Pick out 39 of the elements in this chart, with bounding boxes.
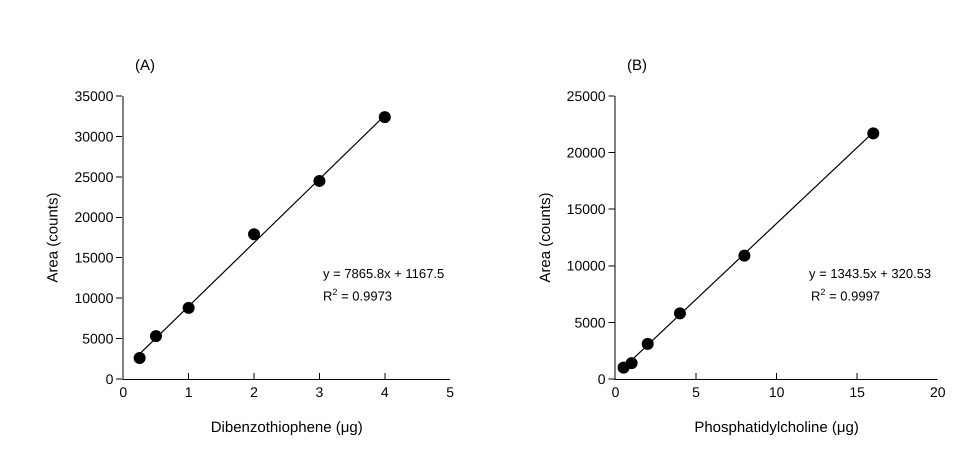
y-tick-label: 20000 (74, 209, 114, 226)
x-tick-label: 0 (612, 384, 620, 400)
y-tick-label: 25000 (74, 168, 114, 185)
point (248, 228, 260, 240)
x-tick-label: 2 (250, 384, 258, 400)
y-tick-label: 20000 (566, 144, 606, 161)
y-tick-label: 0 (106, 370, 114, 387)
x-tick-label: 1 (184, 384, 193, 400)
point (867, 127, 880, 140)
annotation: R$^{2}$ = 0.9997 (811, 287, 880, 304)
y-tick-label: 0 (598, 370, 606, 387)
annotation: y = 1343.5x + 320.53 (809, 266, 932, 281)
x-tick-label: 4 (380, 384, 389, 400)
y-tick-label: 5000 (82, 330, 114, 346)
y-tick-label: 25000 (566, 88, 606, 104)
annotation: R$^{2}$ = 0.9973 (323, 287, 392, 304)
point (134, 352, 146, 364)
y-tick-label: 35000 (74, 88, 114, 104)
chart-title: (B) (627, 57, 647, 74)
x-tick-label: 5 (446, 384, 454, 400)
y-tick-label: 30000 (74, 128, 114, 144)
y-tick-label: 15000 (566, 201, 606, 218)
y-axis-title: Area (counts) (44, 192, 62, 283)
point (378, 111, 391, 124)
chart-title: (A) (135, 57, 155, 74)
y-tick-label: 10000 (566, 258, 606, 274)
x-axis-title: Dibenzothiophene (μg) (210, 418, 363, 436)
x-tick-label: 15 (849, 384, 866, 400)
x-tick-label: 5 (692, 384, 700, 400)
x-tick-label: 10 (768, 384, 785, 400)
x-tick-label: 0 (119, 384, 128, 400)
annotation: y = 7865.8x + 1167.5 (323, 266, 444, 281)
y-tick-label: 10000 (74, 290, 114, 306)
x-axis-title: Phosphatidylcholine (μg) (694, 418, 859, 436)
y-axis-title: Area (counts) (536, 192, 554, 283)
y-tick-label: 5000 (574, 314, 606, 330)
x-tick-label: 20 (930, 384, 946, 400)
x-tick-label: 3 (316, 384, 324, 400)
y-tick-label: 15000 (74, 250, 114, 266)
